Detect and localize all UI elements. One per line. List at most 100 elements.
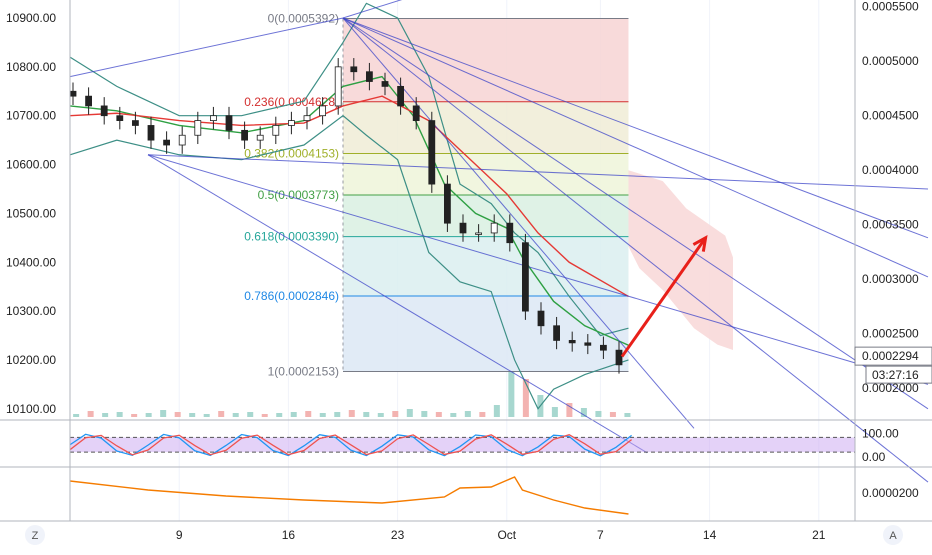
left-axis-tick: 10800.00 [6,60,56,74]
volume-bar [203,414,210,417]
volume-bar [580,408,587,417]
volume-bar [348,410,355,417]
fib-zone-band [343,101,629,154]
candle-body [178,134,186,146]
lower-indicator-tick: 0.0000200 [862,486,919,500]
candle-body [272,125,280,136]
fib-level-label: 0.618(0.0003390) [244,230,339,244]
volume-bar [595,411,602,417]
candle-body [85,95,92,107]
candle-body [475,232,483,235]
volume-bar [218,411,225,417]
trend-line [147,154,648,454]
volume-bar [479,412,486,417]
volume-bar [624,413,631,417]
projection-arrow-shaft [620,236,707,358]
countdown-label: 03:27:16 [872,368,919,382]
left-axis-tick: 10400.00 [6,255,56,269]
trend-line [342,17,929,278]
fib-zone-band [343,236,629,296]
fib-level-label: 0.236(0.0004628) [244,95,339,109]
candle-body [116,115,124,121]
x-axis-tick: 14 [703,528,717,542]
right-axis-tick: 0.0002000 [862,381,919,395]
volume-bar [566,403,573,417]
candle-body [100,105,108,117]
candle-body [69,90,77,97]
right-axis-tick: 0.0002500 [862,327,919,341]
auto-scale-button-label: A [889,530,897,542]
x-axis-tick: 23 [391,528,405,542]
volume-bar [609,412,616,417]
volume-bar [73,414,80,417]
candle-body [365,71,373,82]
volume-bar [377,413,384,417]
fib-level-label: 1(0.0002153) [268,365,339,379]
stoch-tick: 100.00 [862,427,899,441]
current-price-tag [854,346,932,366]
left-axis-tick: 10700.00 [6,109,56,123]
volume-bar [276,413,283,417]
left-axis-tick: 10200.00 [6,353,56,367]
volume-bar [406,409,413,417]
projection-cloud [628,170,733,351]
volume-bar [421,411,428,417]
candle-body [397,85,405,107]
volume-bar [174,412,181,417]
candle-body [615,349,623,366]
trend-line [342,17,929,410]
candle-body [163,139,171,146]
lower-indicator-line [69,476,629,515]
candle-body [225,115,233,131]
volume-bar [551,407,558,417]
volume-bar [116,412,123,417]
fib-zone-band [343,194,629,237]
fib-level-label: 0.382(0.0004153) [244,147,339,161]
right-axis-tick: 0.0003000 [862,272,919,286]
candle-body [381,81,389,87]
auto-scale-button[interactable] [883,525,903,545]
volume-bar [131,414,138,417]
volume-bar [305,411,312,417]
candle-body [287,120,295,126]
x-axis-tick: Oct [497,528,516,542]
candle-body [600,344,607,351]
volume-bar [435,412,442,417]
volume-bar [392,411,399,417]
volume-bar [102,413,109,417]
candle-body [241,129,249,141]
trend-line [147,154,929,385]
left-axis-tick: 10600.00 [6,158,56,172]
volume-bar [87,411,94,417]
volume-bar [290,412,297,417]
trend-line [342,17,929,239]
zoom-button-label: Z [32,530,39,542]
trend-line [342,17,929,483]
candle-body [568,340,576,344]
stoch-k-line [69,433,632,457]
x-axis-tick: 16 [282,528,296,542]
x-axis-tick: 21 [812,528,826,542]
candle-body [506,222,514,244]
candle-body [209,115,217,121]
candle-body [584,342,592,346]
volume-bar [145,413,152,417]
volume-bar [319,413,326,417]
zoom-button[interactable] [25,525,45,545]
fib-zone-band [343,295,629,372]
volume-bar [450,413,457,417]
trend-line [147,154,929,190]
candle-body [256,134,264,141]
stoch-tick: 0.00 [862,450,886,464]
candle-body [303,115,311,121]
candle-body [131,120,139,126]
candle-body [194,120,202,136]
fib-level-label: 0.786(0.0002846) [244,289,339,303]
volume-bar [232,413,239,417]
volume-bar [508,372,515,417]
volume-bar [160,410,167,417]
volume-bar [363,412,370,417]
countdown-tag [865,365,932,384]
